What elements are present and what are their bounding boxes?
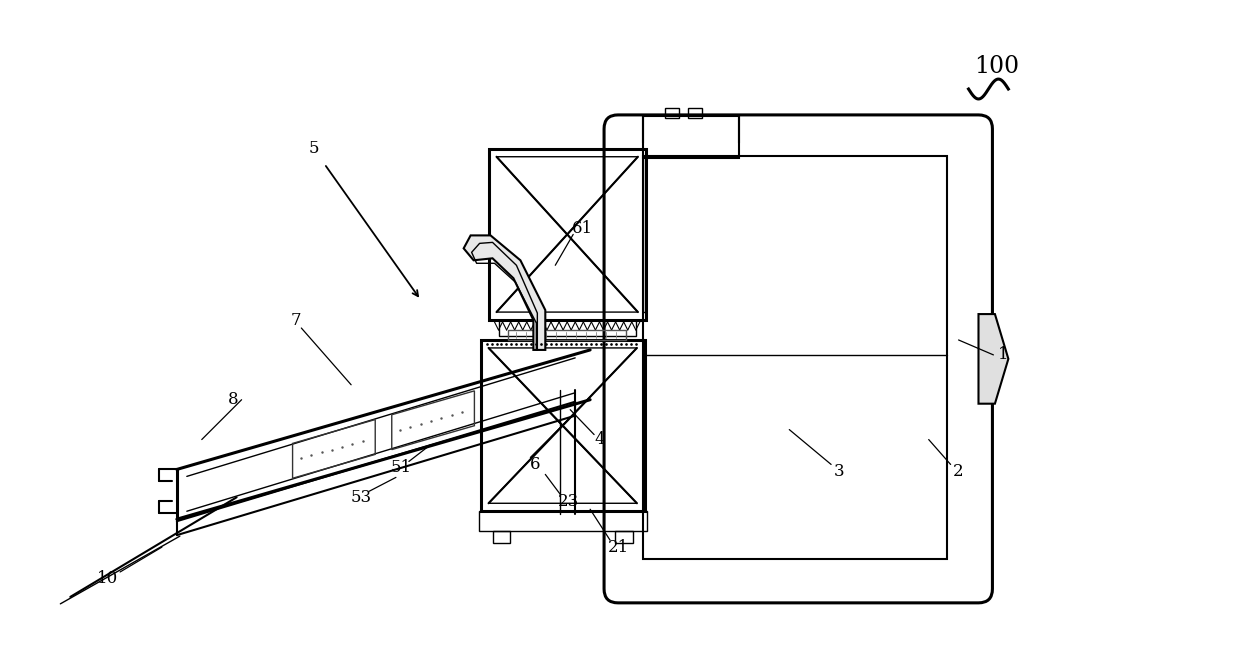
Bar bbox=[508, 330, 626, 340]
Polygon shape bbox=[463, 235, 545, 350]
Bar bbox=[643, 116, 740, 158]
Bar bbox=[498, 320, 636, 336]
Text: 100: 100 bbox=[974, 54, 1018, 78]
Text: 61: 61 bbox=[571, 220, 592, 237]
Polygon shape bbox=[979, 314, 1009, 404]
Bar bbox=[688, 108, 701, 118]
Bar bbox=[643, 156, 646, 312]
Text: 21: 21 bbox=[607, 538, 628, 556]
Text: 23: 23 bbox=[558, 493, 579, 510]
Bar bbox=[481, 340, 644, 511]
Text: 6: 6 bbox=[530, 456, 540, 473]
Bar bbox=[493, 531, 510, 543]
Bar bbox=[643, 156, 947, 559]
Bar bbox=[478, 511, 647, 531]
Bar bbox=[643, 348, 644, 503]
Text: 3: 3 bbox=[834, 463, 845, 480]
Text: 1: 1 bbox=[999, 346, 1009, 363]
Text: 51: 51 bbox=[390, 459, 411, 476]
Bar bbox=[665, 108, 679, 118]
Text: 4: 4 bbox=[595, 431, 606, 448]
Text: 53: 53 bbox=[351, 489, 372, 506]
Text: 10: 10 bbox=[97, 570, 118, 587]
Text: 2: 2 bbox=[953, 463, 964, 480]
Bar bbox=[615, 531, 633, 543]
Text: 8: 8 bbox=[228, 391, 239, 408]
Text: 7: 7 bbox=[291, 312, 301, 329]
Text: 5: 5 bbox=[309, 141, 320, 157]
Bar bbox=[488, 149, 646, 320]
